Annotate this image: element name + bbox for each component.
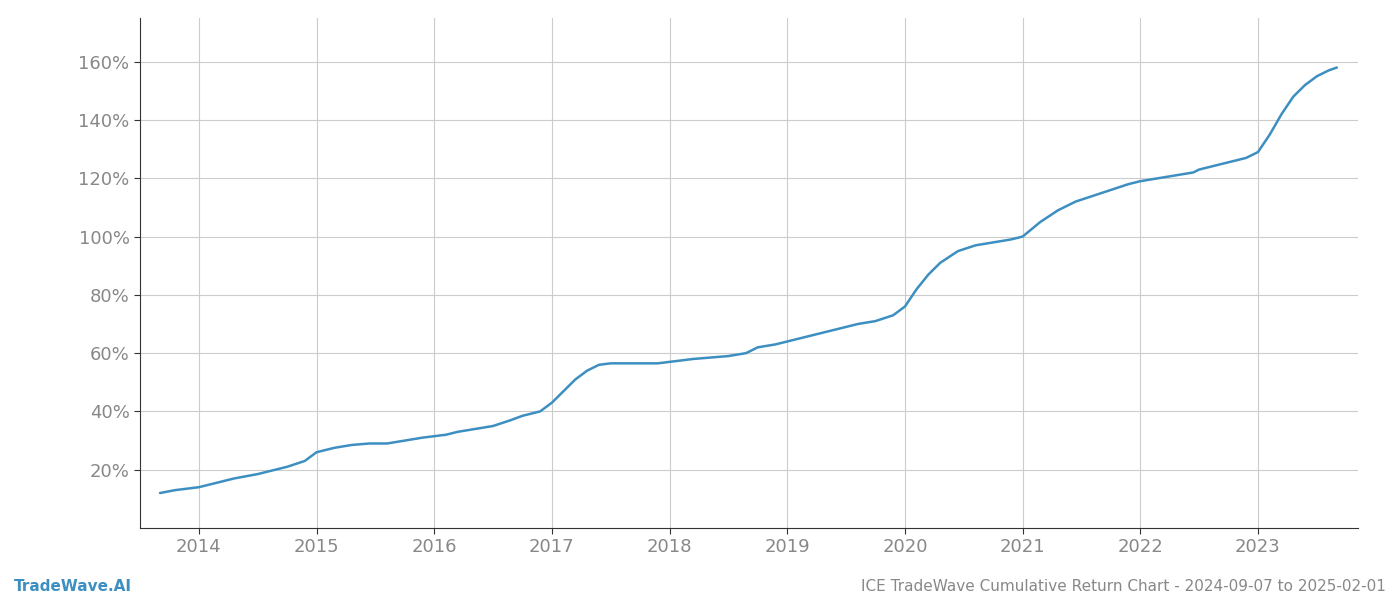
Text: ICE TradeWave Cumulative Return Chart - 2024-09-07 to 2025-02-01: ICE TradeWave Cumulative Return Chart - … xyxy=(861,579,1386,594)
Text: TradeWave.AI: TradeWave.AI xyxy=(14,579,132,594)
